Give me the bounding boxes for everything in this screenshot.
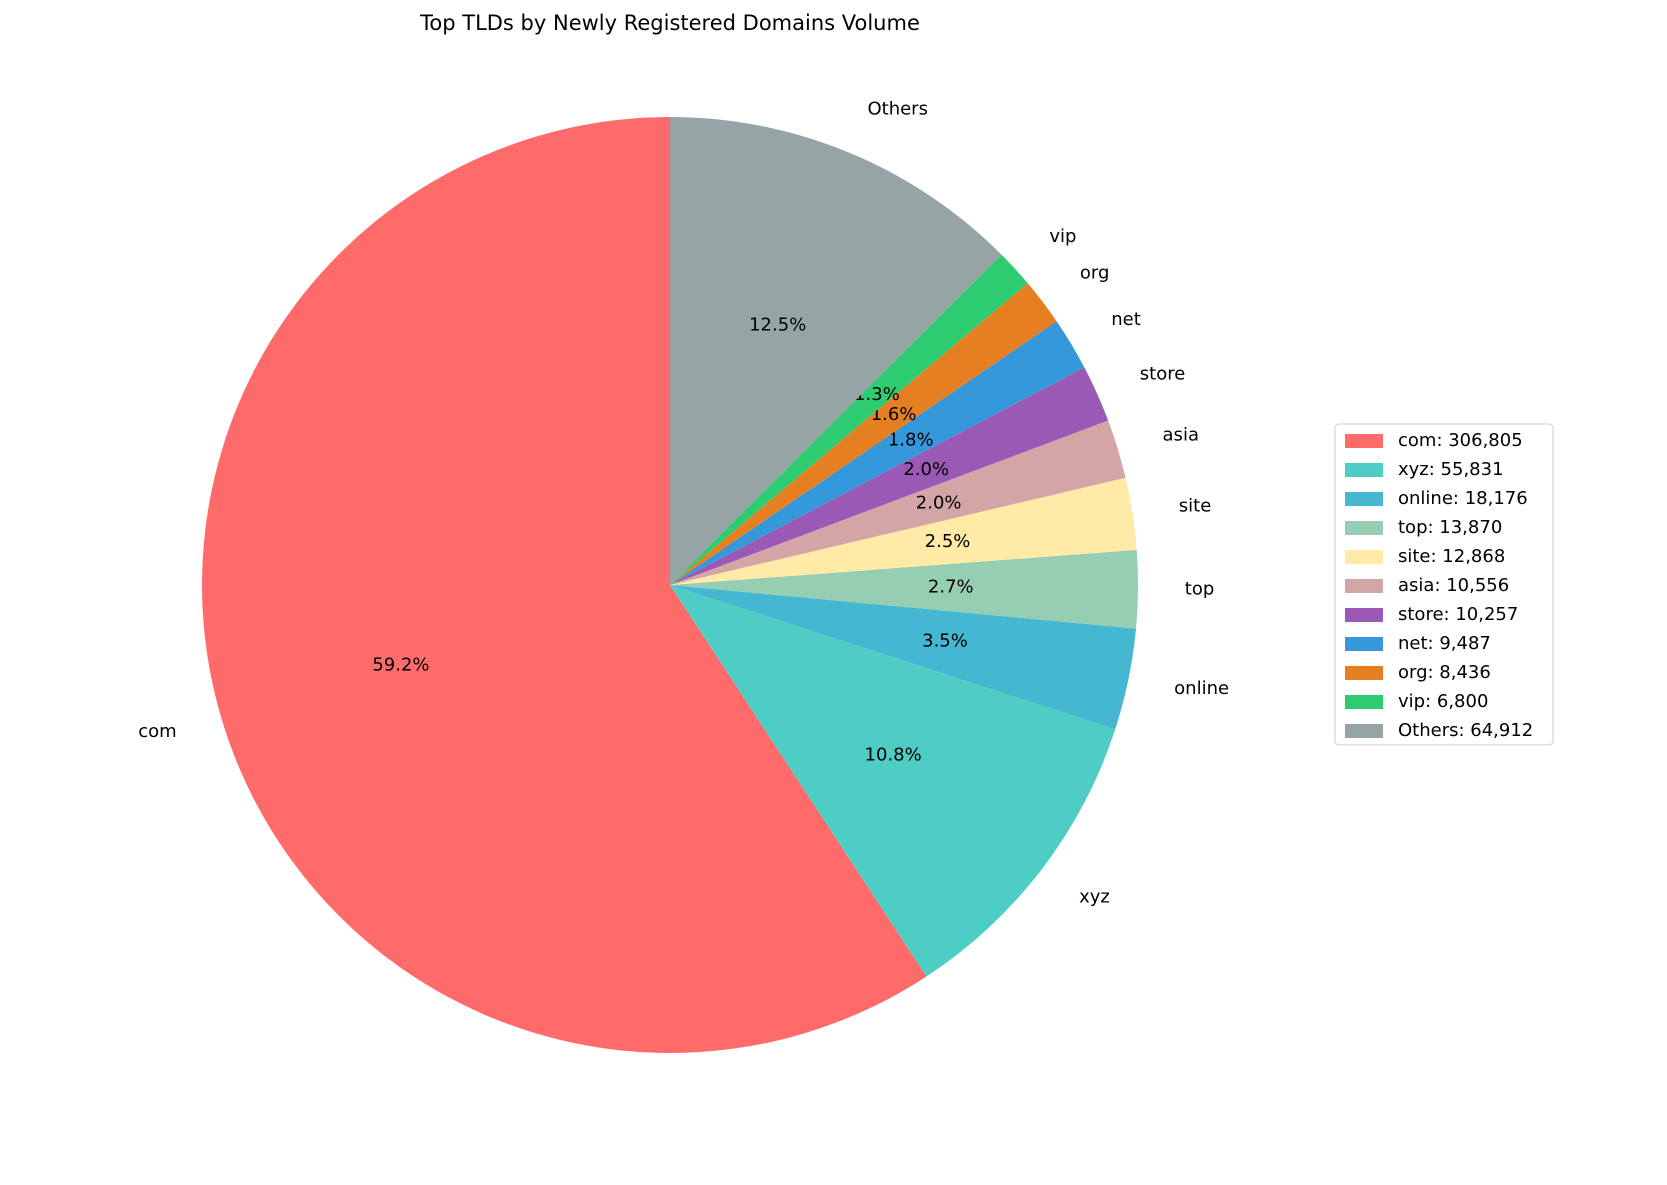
pie-slice (670, 367, 1109, 585)
pie-slice (670, 549, 1138, 629)
percent-label: 2.0% (903, 459, 949, 480)
percent-label: 1.8% (888, 429, 934, 450)
pie-slice (670, 585, 1116, 977)
percent-label: 3.5% (922, 631, 968, 652)
slice-label: org (1080, 263, 1110, 284)
legend-swatch (1345, 724, 1383, 738)
legend-swatch (1345, 608, 1383, 622)
pie-slice (670, 283, 1057, 585)
legend-swatch (1345, 463, 1383, 477)
percent-label: 1.6% (871, 404, 917, 425)
chart-title: Top TLDs by Newly Registered Domains Vol… (419, 11, 920, 35)
legend-label: online: 18,176 (1398, 488, 1528, 509)
legend-label: site: 12,868 (1398, 546, 1505, 567)
legend-swatch (1345, 695, 1383, 709)
pie-slice (670, 117, 1002, 585)
legend-swatch (1345, 666, 1383, 680)
slice-label: xyz (1079, 886, 1110, 907)
pie-slice (670, 254, 1028, 585)
legend-label: net: 9,487 (1398, 633, 1491, 654)
pie-slice (670, 420, 1126, 585)
slice-label: vip (1049, 226, 1076, 247)
pie-slice (670, 477, 1137, 585)
legend-swatch (1345, 492, 1383, 506)
slice-label: Others (867, 99, 928, 120)
percent-label: 10.8% (865, 744, 922, 765)
percent-label: 59.2% (372, 654, 429, 675)
legend-swatch (1345, 579, 1383, 593)
slice-label: store (1140, 363, 1186, 384)
legend-label: org: 8,436 (1398, 662, 1491, 683)
legend-swatch (1345, 521, 1383, 535)
percent-label: 2.0% (916, 492, 962, 513)
percent-label: 2.7% (928, 577, 974, 598)
legend-label: com: 306,805 (1398, 430, 1523, 451)
legend-swatch (1345, 637, 1383, 651)
percent-label: 2.5% (925, 531, 971, 552)
slice-label: net (1111, 309, 1141, 330)
pie-slice (202, 117, 927, 1053)
slice-label: site (1179, 496, 1212, 517)
slice-label: online (1174, 678, 1229, 699)
percent-label: 12.5% (749, 315, 806, 336)
legend-label: top: 13,870 (1398, 517, 1502, 538)
legend-label: store: 10,257 (1398, 604, 1518, 625)
legend-label: xyz: 55,831 (1398, 459, 1504, 480)
legend-swatch (1345, 434, 1383, 448)
pie-slice (670, 321, 1085, 585)
slice-label: asia (1163, 424, 1199, 445)
slice-label: top (1185, 579, 1215, 600)
legend-label: asia: 10,556 (1398, 575, 1509, 596)
legend-box (1334, 423, 1554, 746)
legend-swatch (1345, 550, 1383, 564)
legend-label: vip: 6,800 (1398, 691, 1488, 712)
pie-slice (670, 585, 1136, 730)
slice-label: com (138, 721, 176, 742)
legend-label: Others: 64,912 (1398, 720, 1533, 741)
